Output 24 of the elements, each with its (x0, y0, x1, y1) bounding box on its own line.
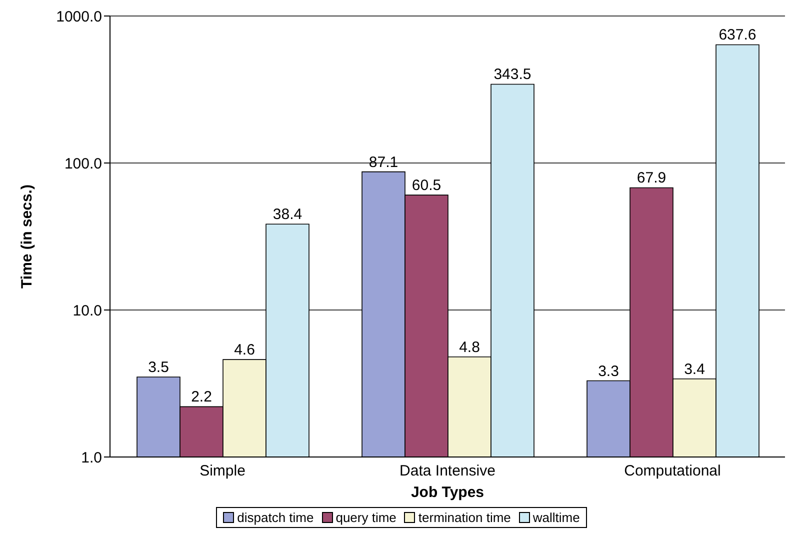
y-tick-label: 100.0 (64, 155, 102, 172)
x-axis-title: Job Types (410, 484, 484, 501)
data-label: 60.5 (412, 177, 442, 194)
legend-label: termination time (417, 510, 511, 525)
data-label: 343.5 (494, 66, 532, 84)
legend-label: walltime (532, 510, 580, 525)
x-tick-label: Simple (200, 462, 246, 480)
data-label: 2.2 (191, 388, 212, 406)
y-axis-title: Time (in secs.) (18, 184, 36, 288)
data-label: 3.5 (148, 359, 169, 376)
x-tick-label: Computational (624, 462, 721, 480)
y-tick-label: 1000.0 (56, 8, 102, 26)
data-label: 3.4 (684, 360, 705, 378)
data-label: 38.4 (272, 206, 302, 224)
legend-label: dispatch time (236, 510, 314, 525)
data-label: 4.8 (459, 338, 480, 356)
data-label: 67.9 (636, 170, 666, 187)
data-label: 4.6 (234, 342, 255, 359)
data-label: 3.3 (598, 362, 619, 380)
y-tick-label: 1.0 (81, 449, 102, 466)
x-tick-label: Data Intensive (400, 462, 496, 480)
y-tick-label: 10.0 (72, 302, 102, 320)
data-label: 637.6 (718, 26, 756, 44)
legend-label: query time (334, 510, 396, 525)
